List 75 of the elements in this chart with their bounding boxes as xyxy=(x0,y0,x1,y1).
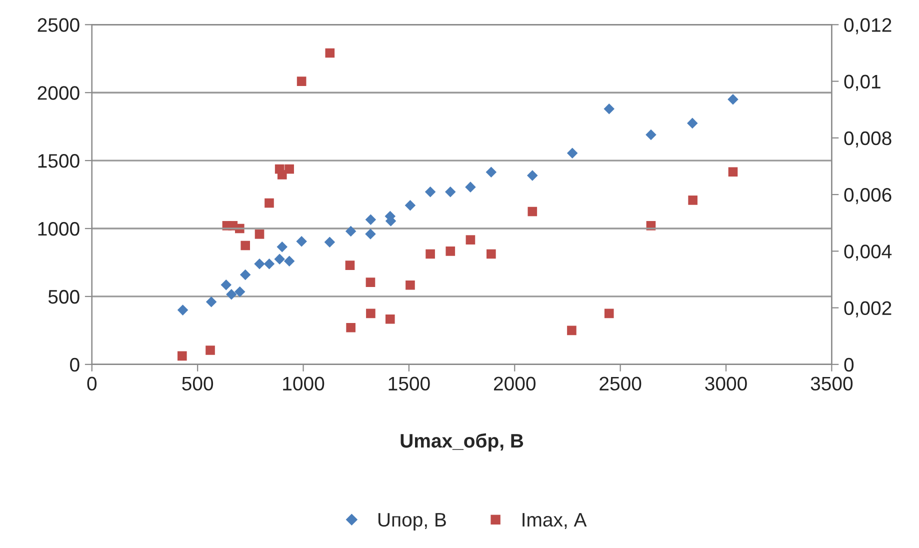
point xyxy=(264,198,274,208)
point xyxy=(687,118,698,129)
point xyxy=(296,236,307,247)
y2-tick-label: 0,004 xyxy=(844,244,892,261)
point xyxy=(445,186,456,198)
legend-label: Imax, А xyxy=(522,513,587,529)
point xyxy=(404,200,416,211)
point xyxy=(406,280,415,290)
point xyxy=(264,258,275,270)
x-tick-label: 1000 xyxy=(283,376,324,391)
point xyxy=(240,240,250,250)
x-tick-label: 3000 xyxy=(705,376,747,391)
x-tick-label: 0 xyxy=(87,376,97,391)
point xyxy=(254,230,264,239)
point xyxy=(527,170,538,181)
point xyxy=(325,48,335,58)
point xyxy=(646,129,656,140)
y2-tick-label: 0,008 xyxy=(844,131,892,148)
point xyxy=(528,206,538,216)
point xyxy=(206,346,215,355)
point xyxy=(277,170,287,180)
point xyxy=(566,148,578,158)
point xyxy=(345,226,356,237)
point xyxy=(220,280,232,290)
point xyxy=(465,182,476,192)
y2-tick-label: 0,002 xyxy=(844,301,892,318)
point xyxy=(324,236,336,248)
point xyxy=(234,286,246,298)
point xyxy=(728,94,738,105)
point xyxy=(486,166,497,178)
point xyxy=(296,76,306,86)
y-tick-label: 2500 xyxy=(38,18,80,32)
point xyxy=(466,235,476,244)
y-tick-label: 1500 xyxy=(38,154,80,168)
point xyxy=(206,296,217,308)
y2-tick-label: 0,012 xyxy=(844,18,892,34)
point xyxy=(345,260,355,270)
point xyxy=(284,256,295,267)
x-tick-label: 2000 xyxy=(494,376,536,391)
point xyxy=(226,289,237,300)
y-tick-label: 0 xyxy=(70,358,80,372)
point xyxy=(365,228,376,240)
point xyxy=(604,308,614,318)
point xyxy=(177,304,188,316)
x-tick-label: 500 xyxy=(182,376,214,391)
point xyxy=(240,269,251,280)
point xyxy=(728,167,738,177)
y2-tick-label: 0,006 xyxy=(844,188,892,204)
point xyxy=(486,249,496,259)
point xyxy=(604,104,614,114)
point xyxy=(284,164,294,174)
y-tick-label: 2000 xyxy=(38,86,80,100)
y2-tick-label: 0,01 xyxy=(844,74,880,91)
point xyxy=(424,186,436,198)
x-tick-label: 2500 xyxy=(600,376,642,391)
legend-label: Uпор, В xyxy=(378,513,446,530)
point xyxy=(254,258,265,270)
point xyxy=(688,196,698,205)
y-tick-label: 500 xyxy=(48,290,80,304)
point xyxy=(274,254,285,264)
point xyxy=(177,351,187,361)
point xyxy=(366,308,376,318)
x-axis-title: Umax_обр, В xyxy=(400,433,524,452)
x-tick-label: 3500 xyxy=(810,376,853,391)
point xyxy=(446,246,456,256)
y-tick-label: 1000 xyxy=(38,222,80,236)
point xyxy=(366,278,376,287)
point xyxy=(346,322,356,332)
point xyxy=(365,214,376,226)
point xyxy=(276,241,288,252)
point xyxy=(567,326,576,336)
y2-tick-label: 0 xyxy=(844,358,854,372)
point xyxy=(385,314,395,324)
x-tick-label: 1500 xyxy=(388,376,430,391)
point xyxy=(426,249,435,259)
